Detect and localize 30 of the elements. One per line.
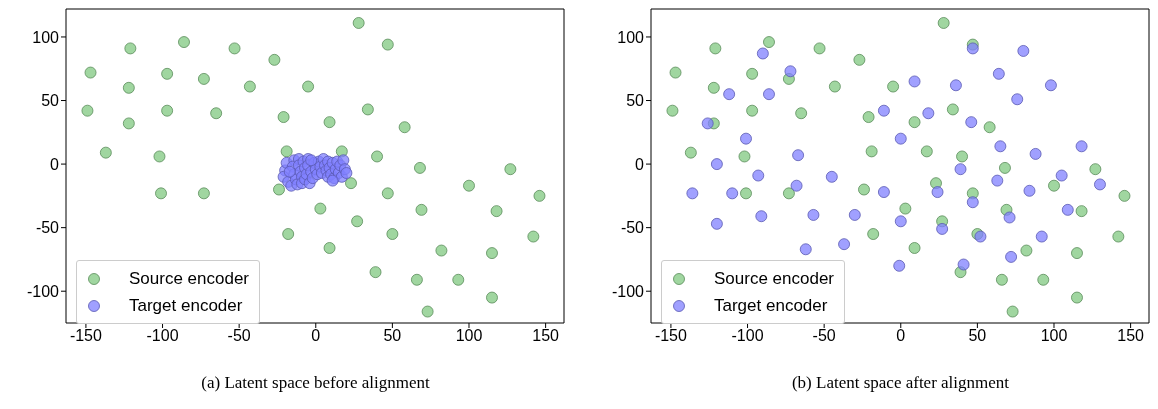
x-tick-label: -150 bbox=[69, 327, 103, 345]
x-tick-label: 100 bbox=[1040, 327, 1068, 345]
y-tick-label: 50 bbox=[626, 92, 645, 110]
legend-label: Source encoder bbox=[714, 268, 835, 290]
x-tick-label: 150 bbox=[532, 327, 560, 345]
x-tick-label: -50 bbox=[812, 327, 836, 345]
y-tick-label: 100 bbox=[617, 28, 645, 46]
text: (b) Latent space after alignment bbox=[790, 373, 1011, 393]
x-tick-label: -100 bbox=[731, 327, 764, 345]
y-tick-label: -100 bbox=[26, 282, 60, 300]
y-tick-label: 100 bbox=[32, 28, 60, 46]
y-tick-label: 0 bbox=[635, 155, 645, 173]
x-tick-label: -50 bbox=[227, 327, 251, 345]
x-tick-label: 0 bbox=[896, 327, 906, 345]
y-tick-label: 50 bbox=[41, 92, 60, 110]
y-tick-label: -50 bbox=[620, 219, 645, 237]
text: (a) Latent space before alignment bbox=[200, 373, 431, 393]
x-tick-label: 150 bbox=[1117, 327, 1145, 345]
x-tick-label: -100 bbox=[146, 327, 179, 345]
y-tick-label: -100 bbox=[611, 282, 645, 300]
legend-label: Source encoder bbox=[129, 268, 250, 290]
x-tick-label: 50 bbox=[383, 327, 402, 345]
y-tick-label: 0 bbox=[50, 155, 60, 173]
x-tick-label: 100 bbox=[455, 327, 483, 345]
y-tick-label: -50 bbox=[35, 219, 60, 237]
x-tick-label: 0 bbox=[311, 327, 321, 345]
x-tick-label: 50 bbox=[968, 327, 987, 345]
x-tick-label: -150 bbox=[654, 327, 688, 345]
legend-label: Target encoder bbox=[129, 295, 243, 317]
legend-label: Target encoder bbox=[714, 295, 828, 317]
